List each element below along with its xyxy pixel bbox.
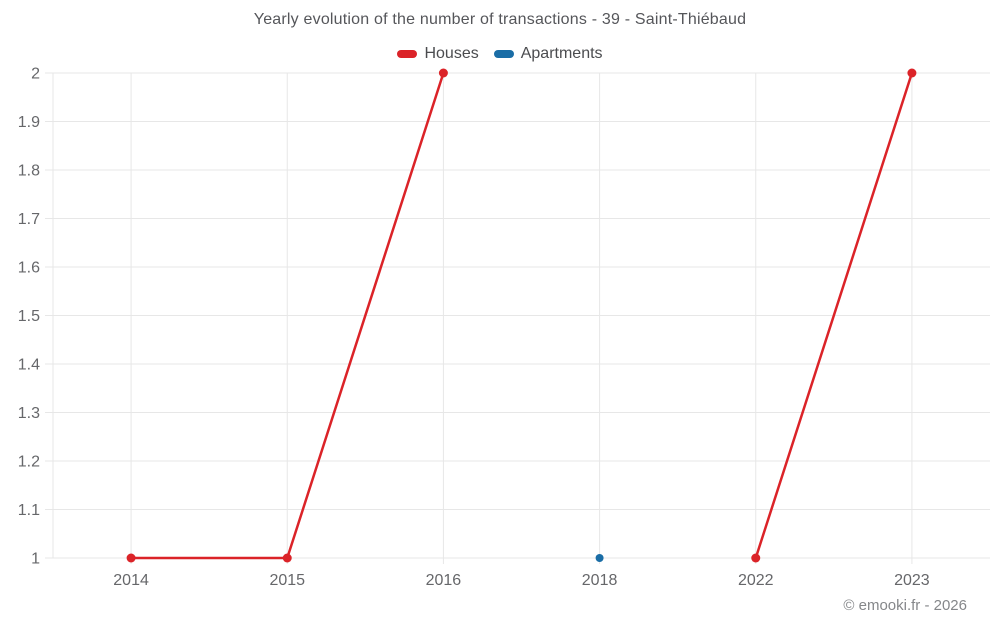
x-axis-tick-label: 2018 — [582, 572, 618, 589]
series-line-houses — [754, 71, 914, 560]
y-axis-tick-label: 1.9 — [18, 114, 40, 131]
data-point-houses-2022[interactable] — [751, 553, 761, 563]
legend-label-houses: Houses — [424, 45, 479, 62]
legend-label-apartments: Apartments — [520, 45, 603, 62]
y-axis-tick-label: 1.6 — [18, 260, 40, 277]
chart-title: Yearly evolution of the number of transa… — [253, 11, 747, 28]
x-axis-tick-label: 2014 — [113, 572, 149, 589]
x-axis-tick-label: 2016 — [426, 572, 462, 589]
y-axis-tick-label: 1.2 — [18, 454, 40, 471]
y-axis-tick-label: 1.5 — [18, 308, 40, 325]
data-point-houses-2015[interactable] — [282, 553, 292, 563]
apartments-series-swatch-icon — [493, 50, 514, 58]
houses-series-swatch-icon — [397, 50, 418, 58]
data-point-houses-2014[interactable] — [126, 553, 136, 563]
y-axis-tick-label: 1 — [31, 551, 40, 568]
x-axis-tick-label: 2015 — [269, 572, 305, 589]
data-point-houses-2016[interactable] — [438, 68, 448, 78]
y-axis-tick-label: 1.1 — [18, 502, 40, 519]
y-axis-tick-label: 1.8 — [18, 163, 40, 180]
y-axis-tick-label: 1.7 — [18, 211, 40, 228]
y-axis-tick-label: 1.3 — [18, 405, 40, 422]
y-axis-tick-label: 1.4 — [18, 357, 40, 374]
x-axis-tick-label: 2023 — [894, 572, 930, 589]
legend-item-apartments[interactable]: Apartments — [493, 45, 603, 63]
y-axis-tick-label: 2 — [31, 66, 40, 83]
copyright-watermark: © emooki.fr - 2026 — [843, 597, 967, 614]
legend-item-houses[interactable]: Houses — [397, 45, 479, 63]
data-point-apartments-2018[interactable] — [595, 554, 604, 562]
x-axis-tick-label: 2022 — [738, 572, 774, 589]
legend: Houses Apartments — [0, 45, 1000, 63]
data-point-houses-2023[interactable] — [907, 68, 917, 78]
